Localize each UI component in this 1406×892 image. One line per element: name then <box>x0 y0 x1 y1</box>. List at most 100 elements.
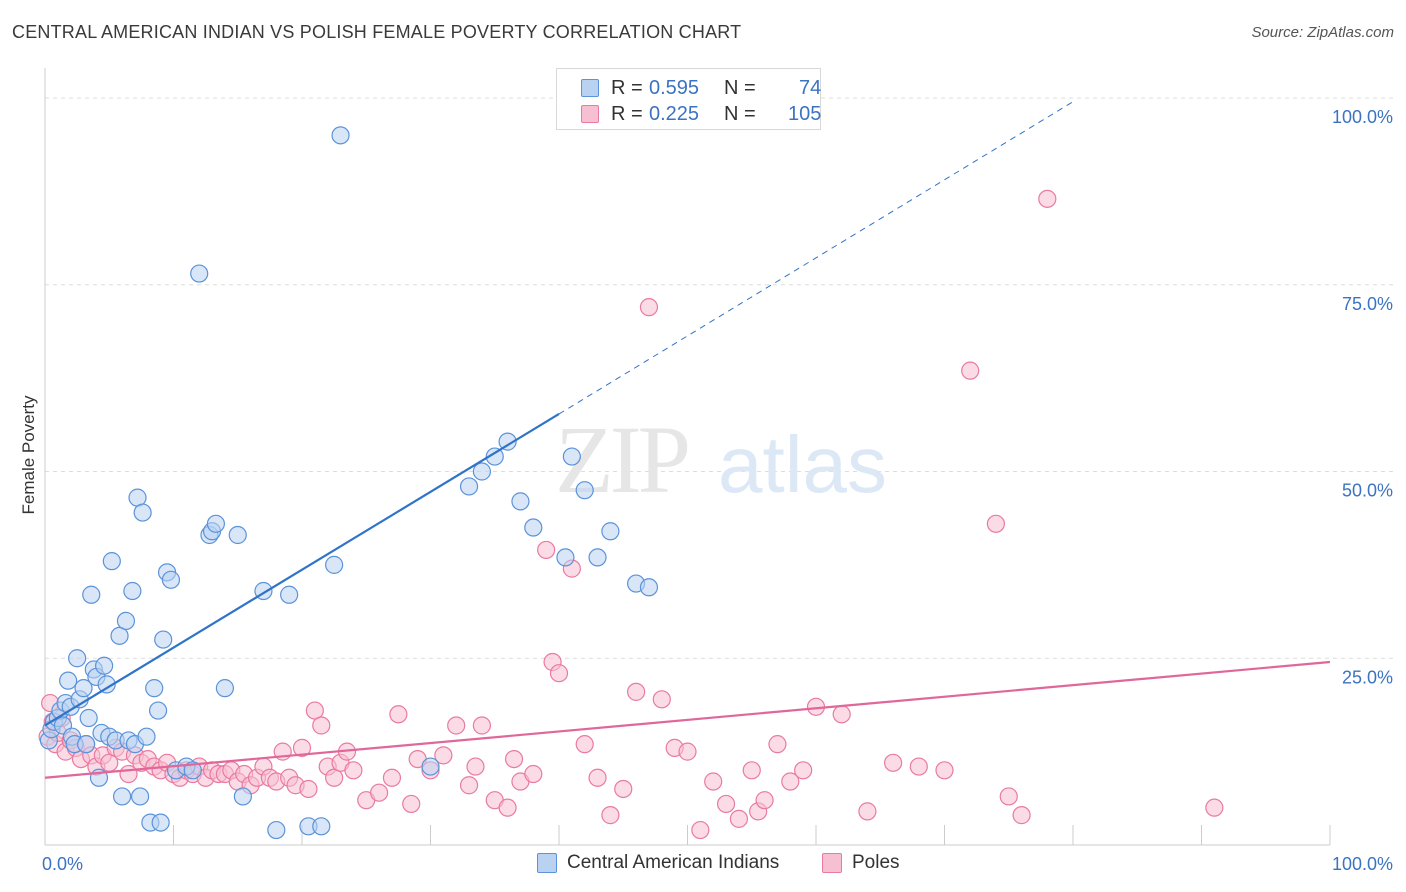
data-point-central-american-indians <box>102 552 121 571</box>
data-point-poles <box>626 682 646 701</box>
data-point-poles <box>588 768 607 787</box>
legend-swatch-pink <box>822 853 842 873</box>
legend-label: Central American Indians <box>567 852 780 873</box>
data-point-central-american-indians <box>183 761 202 780</box>
data-point-central-american-indians <box>524 518 543 537</box>
data-point-poles <box>575 735 594 754</box>
data-point-poles <box>370 783 389 802</box>
data-point-central-american-indians <box>116 611 136 631</box>
data-point-central-american-indians <box>511 492 530 511</box>
data-point-poles <box>312 716 331 735</box>
legend-r-value: 0.595 <box>649 77 700 99</box>
data-point-poles <box>498 798 517 817</box>
data-point-poles <box>504 749 524 769</box>
chart-title: CENTRAL AMERICAN INDIAN VS POLISH FEMALE… <box>12 22 742 42</box>
data-point-poles <box>729 809 749 828</box>
data-point-poles <box>601 806 620 825</box>
data-point-poles <box>794 761 813 780</box>
data-point-central-american-indians <box>79 708 98 728</box>
legend-swatch-blue <box>581 79 599 97</box>
data-point-poles <box>639 298 659 317</box>
data-point-poles <box>614 779 633 799</box>
legend-r-label: R = <box>611 77 643 99</box>
data-point-poles <box>742 761 761 780</box>
data-point-poles <box>678 742 697 761</box>
y-tick-label: 75.0% <box>1342 294 1393 314</box>
data-point-central-american-indians <box>421 757 440 776</box>
data-point-central-american-indians <box>161 570 181 589</box>
data-point-poles <box>909 757 928 776</box>
data-point-central-american-indians <box>151 813 170 832</box>
data-point-central-american-indians <box>639 578 659 597</box>
data-point-central-american-indians <box>112 787 132 806</box>
data-point-poles <box>755 791 774 810</box>
y-axis-label: Female Poverty <box>19 395 38 515</box>
data-point-central-american-indians <box>485 447 504 466</box>
legend-label: Poles <box>852 852 900 873</box>
correlation-legend: R = 0.595 N = 74 R = 0.225 N = 105 <box>556 68 821 130</box>
data-point-poles <box>1012 806 1031 825</box>
legend-swatch-pink <box>581 105 599 123</box>
tick-labels: 25.0% 50.0% 75.0% 100.0% 0.0% 100.0% <box>42 107 1393 874</box>
data-point-central-american-indians <box>472 462 491 481</box>
data-point-central-american-indians <box>459 477 479 496</box>
data-point-central-american-indians <box>325 555 344 574</box>
legend-n-label: N = <box>724 103 756 125</box>
y-tick-label: 100.0% <box>1332 107 1393 127</box>
data-point-central-american-indians <box>59 671 78 690</box>
data-point-poles <box>1038 189 1057 208</box>
legend-swatch-blue <box>537 853 557 873</box>
data-point-central-american-indians <box>206 514 226 533</box>
trend-line-extension <box>558 101 1074 415</box>
data-point-central-american-indians <box>312 817 331 836</box>
data-point-poles <box>961 361 980 380</box>
data-point-poles <box>537 540 556 560</box>
data-point-central-american-indians <box>145 679 164 698</box>
legend-r-value: 0.225 <box>649 103 700 125</box>
data-point-central-american-indians <box>575 481 594 500</box>
data-point-central-american-indians <box>154 630 173 649</box>
axes <box>44 68 1331 846</box>
data-point-central-american-indians <box>77 735 96 754</box>
data-point-poles <box>999 787 1018 806</box>
data-point-central-american-indians <box>233 787 252 806</box>
data-point-central-american-indians <box>601 522 620 541</box>
data-point-poles <box>986 514 1006 533</box>
data-point-poles <box>292 738 312 757</box>
data-point-poles <box>434 746 453 765</box>
data-point-poles <box>472 716 491 735</box>
source-label: Source: ZipAtlas.com <box>1251 24 1394 41</box>
data-point-poles <box>1205 798 1224 817</box>
data-point-central-american-indians <box>498 432 517 451</box>
data-point-poles <box>704 772 723 791</box>
y-tick-label: 25.0% <box>1342 667 1393 687</box>
data-point-poles <box>299 779 318 799</box>
data-point-central-american-indians <box>190 264 209 283</box>
x-tick-label: 0.0% <box>42 854 83 874</box>
data-point-poles <box>691 820 710 840</box>
data-point-central-american-indians <box>556 548 575 567</box>
data-point-poles <box>883 753 903 772</box>
data-point-poles <box>459 776 479 795</box>
data-point-poles <box>652 690 671 709</box>
data-point-central-american-indians <box>68 649 87 668</box>
data-point-central-american-indians <box>74 679 93 698</box>
data-point-central-american-indians <box>148 701 168 720</box>
legend-r-label: R = <box>611 103 643 125</box>
trend-lines <box>44 101 1331 779</box>
legend-n-value: 74 <box>799 77 822 99</box>
data-point-poles <box>466 757 485 776</box>
data-point-central-american-indians <box>137 727 156 746</box>
data-point-poles <box>549 664 569 683</box>
data-point-central-american-indians <box>280 585 299 604</box>
y-tick-label: 50.0% <box>1342 481 1393 501</box>
series-poles-points <box>38 189 1224 840</box>
data-point-central-american-indians <box>130 787 150 806</box>
data-point-central-american-indians <box>562 447 581 466</box>
data-point-central-american-indians <box>95 656 114 675</box>
data-point-poles <box>716 794 736 814</box>
data-point-central-american-indians <box>123 581 142 601</box>
data-point-poles <box>447 716 466 735</box>
data-point-poles <box>935 761 954 780</box>
data-point-poles <box>768 735 787 754</box>
